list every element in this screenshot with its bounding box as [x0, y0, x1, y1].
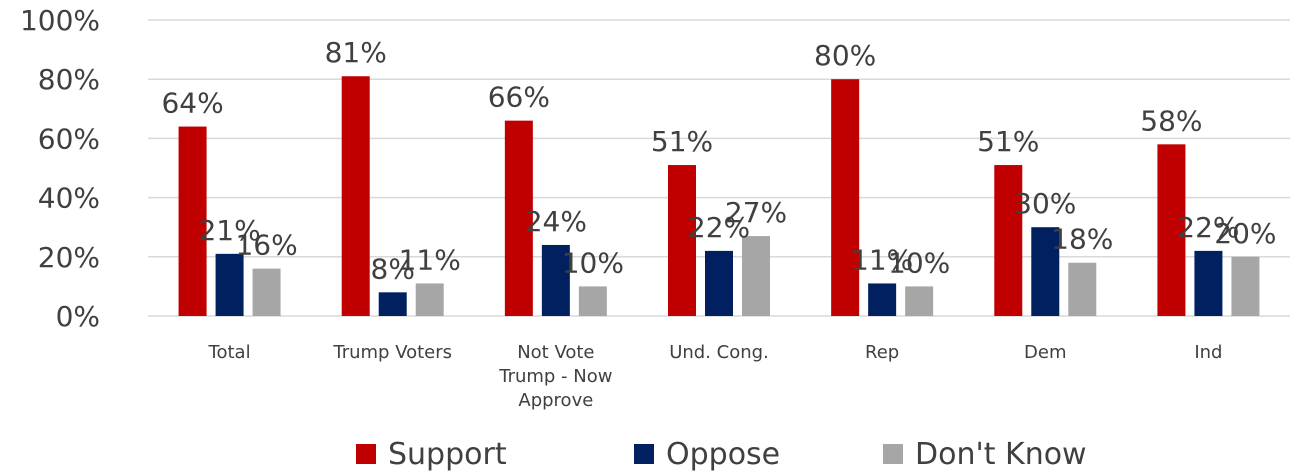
data-label: 80%	[814, 39, 876, 72]
data-label: 10%	[888, 246, 950, 279]
y-tick-label: 80%	[38, 63, 100, 96]
x-tick-label: Dem	[1024, 342, 1066, 363]
bar-don-t-know	[1231, 256, 1260, 316]
bar-don-t-know	[415, 283, 444, 316]
data-label: 11%	[851, 243, 913, 276]
y-tick-label: 20%	[38, 241, 100, 274]
legend-swatch	[883, 444, 903, 464]
bar-support	[1157, 144, 1186, 316]
data-label: 30%	[1014, 187, 1076, 220]
data-label: 22%	[688, 211, 750, 244]
legend-label: Oppose	[666, 437, 780, 472]
bar-oppose	[541, 244, 570, 316]
bar-oppose	[378, 292, 407, 316]
legend-label: Support	[388, 437, 507, 472]
y-tick-label: 0%	[56, 300, 100, 333]
data-label: 20%	[1214, 217, 1276, 250]
x-tick-label: Und. Cong.	[669, 342, 769, 363]
legend: Support Oppose Don't Know	[356, 437, 1087, 472]
bar-oppose	[705, 250, 733, 316]
bar-support	[994, 165, 1023, 316]
data-label: 24%	[525, 205, 587, 238]
y-tick-label: 40%	[38, 182, 100, 215]
x-tick-label: Rep	[865, 342, 899, 363]
x-axis: Total Trump Voters Not Vote Trump - Now Appr…	[208, 342, 1223, 411]
data-label: 66%	[488, 81, 550, 114]
legend-label: Don't Know	[915, 437, 1087, 472]
x-tick-label: Total	[208, 342, 251, 363]
x-tick-label: Ind	[1194, 342, 1222, 363]
bar-don-t-know	[1068, 262, 1097, 316]
data-label: 81%	[325, 36, 387, 69]
gridlines	[148, 19, 1290, 317]
bar-support	[341, 76, 370, 317]
bar-support	[178, 126, 207, 316]
bar-don-t-know	[905, 286, 934, 316]
data-label: 22%	[1177, 211, 1239, 244]
y-tick-label: 60%	[38, 122, 100, 155]
legend-swatch	[634, 444, 654, 464]
data-label: 51%	[651, 125, 713, 158]
bar-oppose	[215, 253, 244, 316]
data-label: 16%	[235, 229, 297, 262]
x-tick-label: Not Vote Trump - Now Approve	[498, 342, 612, 411]
data-label: 64%	[161, 87, 223, 120]
bars	[178, 76, 1260, 317]
data-labels: 64%21%16%81%8%11%66%24%10%51%22%27%80%11…	[161, 36, 1276, 285]
y-axis: 0% 20% 40% 60% 80% 100%	[20, 4, 100, 333]
data-label: 10%	[562, 246, 624, 279]
bar-support	[831, 79, 860, 316]
bar-oppose	[1031, 227, 1060, 316]
bar-oppose	[1194, 250, 1223, 316]
data-label: 58%	[1140, 104, 1202, 137]
bar-don-t-know	[252, 268, 281, 316]
bar-support	[504, 120, 533, 316]
bar-don-t-know	[578, 286, 607, 316]
data-label: 51%	[977, 125, 1039, 158]
data-label: 11%	[399, 243, 461, 276]
data-label: 21%	[198, 214, 260, 247]
bar-don-t-know	[742, 236, 770, 316]
data-label: 8%	[371, 252, 415, 285]
bar-oppose	[868, 283, 897, 316]
data-label: 18%	[1051, 223, 1113, 256]
y-tick-label: 100%	[20, 4, 100, 37]
legend-swatch	[356, 444, 376, 464]
data-label: 27%	[725, 196, 787, 229]
x-tick-label: Trump Voters	[332, 342, 452, 363]
bar-support	[668, 165, 696, 316]
